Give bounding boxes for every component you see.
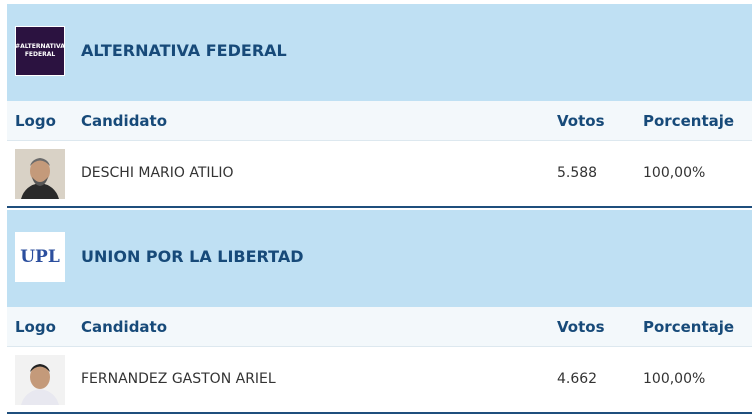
candidate-photo (15, 149, 65, 199)
column-header: Logo (15, 318, 56, 336)
column-header: Votos (557, 318, 605, 336)
column-header: Porcentaje (643, 112, 735, 130)
candidate-row: FERNANDEZ GASTON ARIEL 4.662 100,00% (7, 347, 752, 414)
candidate-name: DESCHI MARIO ATILIO (81, 165, 234, 181)
party-logo: UPL (15, 232, 65, 282)
column-header: Votos (557, 112, 605, 130)
party-header: #ALTERNATIVA FEDERAL ALTERNATIVA FEDERAL (7, 4, 752, 101)
party-name: ALTERNATIVA FEDERAL (81, 41, 287, 60)
candidate-photo (15, 355, 65, 405)
column-header: Logo (15, 112, 56, 130)
votes: 4.662 (557, 371, 598, 387)
party-header: UPL UNION POR LA LIBERTAD (7, 210, 752, 307)
column-header-row: Logo Candidato Votos Porcentaje (7, 307, 752, 347)
column-header: Candidato (81, 318, 168, 336)
party-name: UNION POR LA LIBERTAD (81, 247, 304, 266)
candidate-name: FERNANDEZ GASTON ARIEL (81, 371, 276, 387)
party-block: #ALTERNATIVA FEDERAL ALTERNATIVA FEDERAL L… (7, 4, 752, 208)
column-header-row: Logo Candidato Votos Porcentaje (7, 101, 752, 141)
party-block: UPL UNION POR LA LIBERTAD Logo Candidato Vot… (7, 210, 752, 414)
percentage: 100,00% (643, 371, 706, 387)
column-header: Porcentaje (643, 318, 735, 336)
party-logo: #ALTERNATIVA FEDERAL (15, 26, 65, 76)
votes: 5.588 (557, 165, 598, 181)
candidate-row: DESCHI MARIO ATILIO 5.588 100,00% (7, 141, 752, 208)
column-header: Candidato (81, 112, 168, 130)
percentage: 100,00% (643, 165, 706, 181)
